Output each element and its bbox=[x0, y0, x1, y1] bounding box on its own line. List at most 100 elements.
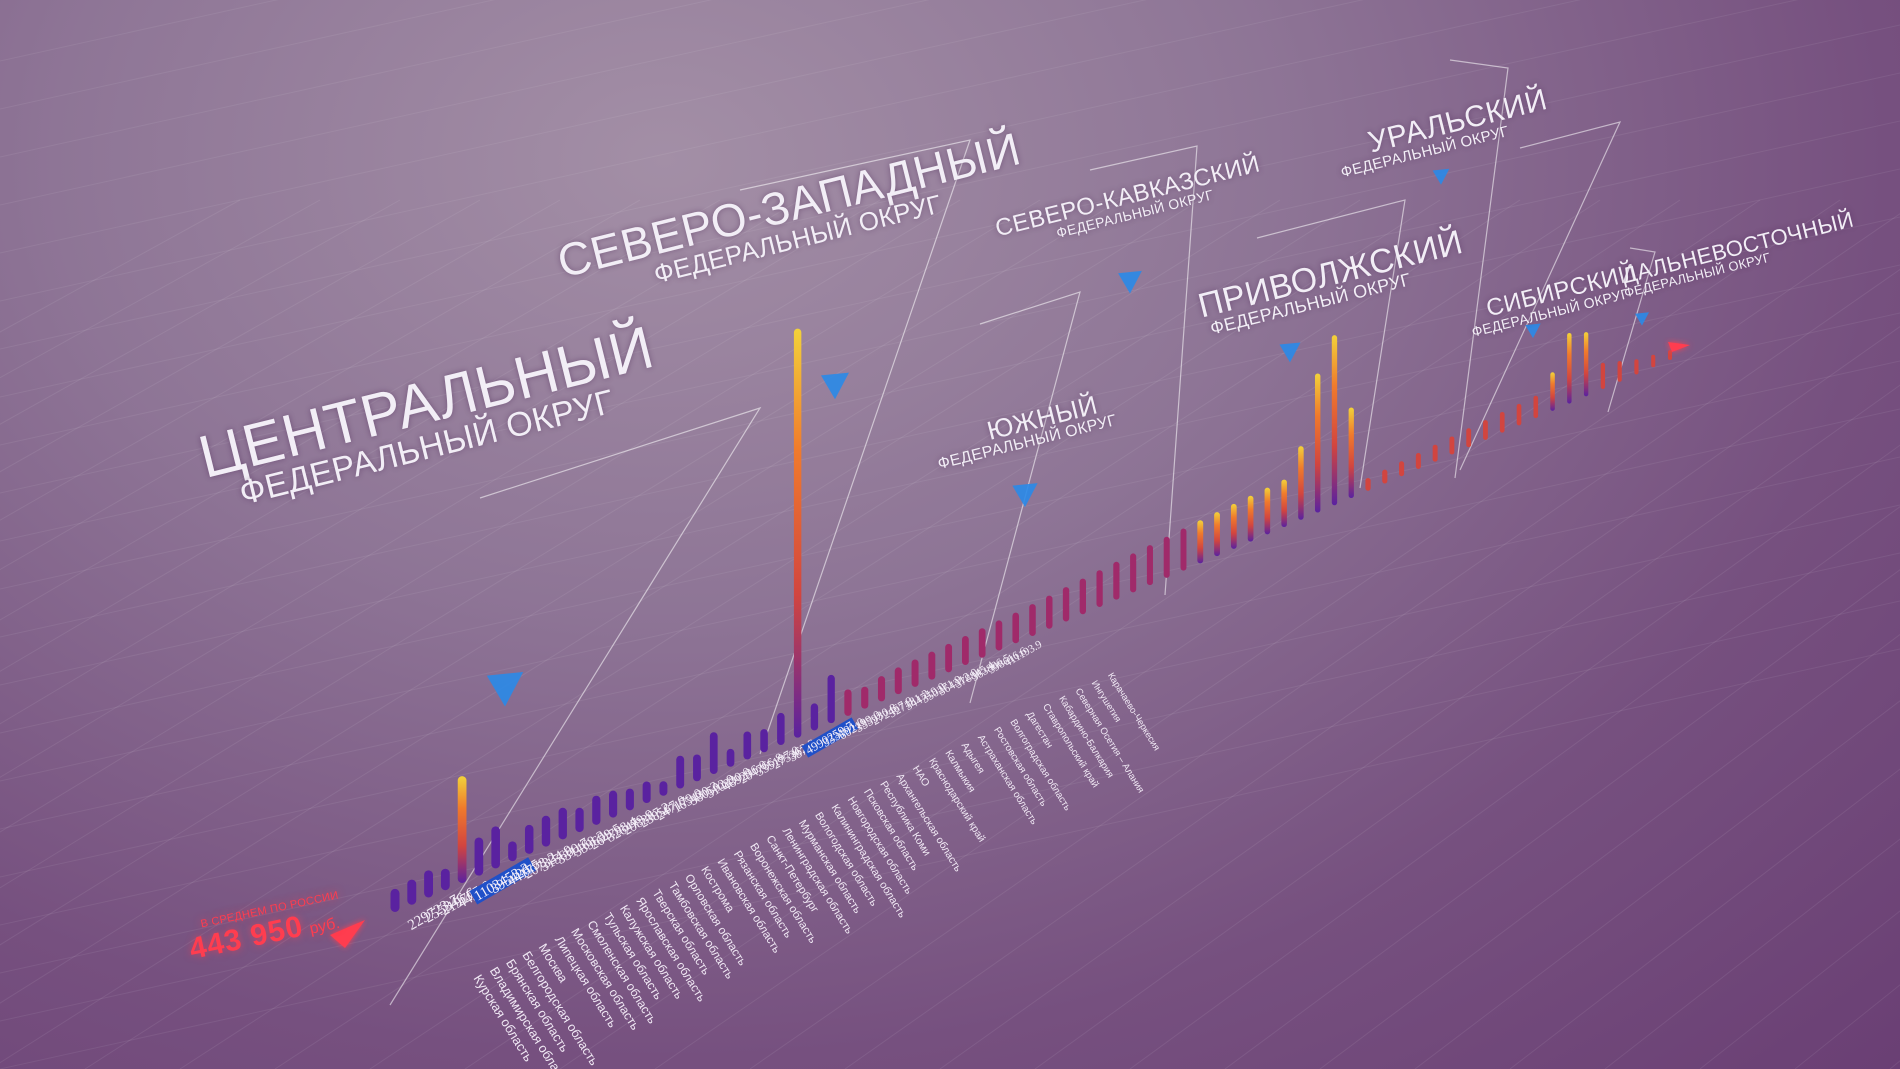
bar bbox=[390, 888, 400, 912]
grid-line bbox=[1794, 984, 1900, 1069]
average-arrow-icon bbox=[1668, 342, 1690, 352]
bar bbox=[1583, 332, 1589, 397]
bar bbox=[911, 659, 919, 687]
grid-line bbox=[749, 268, 1900, 1069]
bar bbox=[945, 643, 953, 673]
bar bbox=[1214, 512, 1220, 557]
grid-line bbox=[0, 312, 1900, 734]
bar bbox=[1415, 452, 1421, 469]
grid-line bbox=[0, 264, 1900, 686]
bar bbox=[1617, 361, 1622, 382]
grid-line bbox=[0, 199, 961, 778]
bar bbox=[592, 795, 601, 825]
grid-line bbox=[0, 199, 1281, 1004]
bar bbox=[1046, 595, 1053, 629]
bar bbox=[1365, 477, 1371, 491]
bar bbox=[1567, 333, 1572, 404]
bar bbox=[1298, 446, 1304, 520]
grid-line bbox=[0, 199, 1361, 1064]
bar bbox=[709, 732, 718, 774]
bar bbox=[1079, 578, 1086, 615]
bar bbox=[474, 837, 484, 876]
grid-line bbox=[0, 0, 930, 206]
bar bbox=[1466, 428, 1472, 448]
grid-line bbox=[0, 199, 1041, 833]
district-marker-icon bbox=[1525, 323, 1541, 339]
bar bbox=[676, 755, 685, 789]
highlight-box bbox=[469, 857, 536, 905]
bar bbox=[743, 731, 752, 760]
district-marker-icon bbox=[1635, 312, 1649, 326]
bar bbox=[1012, 612, 1020, 644]
grid-line bbox=[369, 199, 1681, 1069]
grid-line bbox=[0, 360, 1900, 782]
bar bbox=[978, 628, 986, 658]
district-bracket bbox=[1459, 121, 1622, 471]
bar bbox=[726, 748, 735, 767]
bar bbox=[1348, 407, 1354, 498]
grid-line bbox=[844, 326, 1900, 1069]
district-marker-icon bbox=[1279, 342, 1301, 363]
bar bbox=[1180, 528, 1187, 571]
bar bbox=[1247, 495, 1254, 542]
grid-line bbox=[0, 199, 881, 725]
grid-line bbox=[0, 199, 561, 521]
grid-line bbox=[0, 0, 496, 110]
grid-line bbox=[0, 0, 1364, 302]
grid-line bbox=[179, 199, 1521, 1069]
bar bbox=[508, 841, 517, 862]
grid-line bbox=[1319, 633, 1900, 1069]
bar bbox=[1651, 354, 1656, 368]
grid-line bbox=[0, 0, 1582, 350]
bar bbox=[827, 674, 835, 724]
grid-line bbox=[1604, 838, 1900, 1069]
district-bracket bbox=[1449, 59, 1509, 479]
bar bbox=[1516, 403, 1522, 426]
bar bbox=[962, 636, 969, 666]
grid-line bbox=[654, 213, 1900, 1069]
grid-line bbox=[274, 199, 1601, 1069]
grid-line bbox=[0, 0, 279, 62]
bar bbox=[1483, 420, 1488, 440]
district-bracket bbox=[739, 139, 971, 755]
bar bbox=[760, 729, 768, 753]
bar bbox=[1062, 587, 1070, 622]
bar bbox=[1432, 444, 1438, 462]
grid-line bbox=[0, 199, 1201, 946]
grid-line bbox=[0, 199, 801, 672]
bar bbox=[1130, 553, 1137, 593]
grid-line bbox=[1414, 700, 1900, 1069]
grid-line bbox=[0, 199, 481, 473]
bar bbox=[995, 620, 1003, 651]
district-marker-icon bbox=[1118, 270, 1142, 294]
bar bbox=[1314, 373, 1321, 513]
grid-line bbox=[0, 199, 641, 571]
grid-line bbox=[0, 199, 721, 621]
bar bbox=[861, 686, 869, 709]
bar bbox=[844, 689, 852, 716]
bar bbox=[1382, 469, 1388, 484]
bar bbox=[1163, 536, 1170, 578]
bar bbox=[1550, 372, 1555, 411]
bar bbox=[928, 651, 936, 680]
bar bbox=[877, 676, 886, 702]
grid-line bbox=[0, 216, 1900, 638]
bar bbox=[793, 328, 802, 738]
grid-line bbox=[0, 552, 1900, 974]
average-arrow-icon bbox=[330, 920, 365, 948]
grid-line bbox=[0, 0, 1147, 254]
bar bbox=[1600, 362, 1606, 390]
bar bbox=[424, 870, 433, 898]
grid-line bbox=[0, 648, 1900, 1069]
grid-line bbox=[1224, 569, 1900, 1069]
bar bbox=[1113, 561, 1120, 600]
grid-line bbox=[0, 408, 1900, 830]
bar bbox=[491, 826, 500, 869]
bar bbox=[1197, 520, 1204, 564]
grid-line bbox=[0, 0, 1799, 398]
grid-line bbox=[0, 199, 1121, 889]
bar bbox=[609, 790, 618, 818]
bar bbox=[524, 824, 534, 854]
bar bbox=[894, 667, 902, 695]
